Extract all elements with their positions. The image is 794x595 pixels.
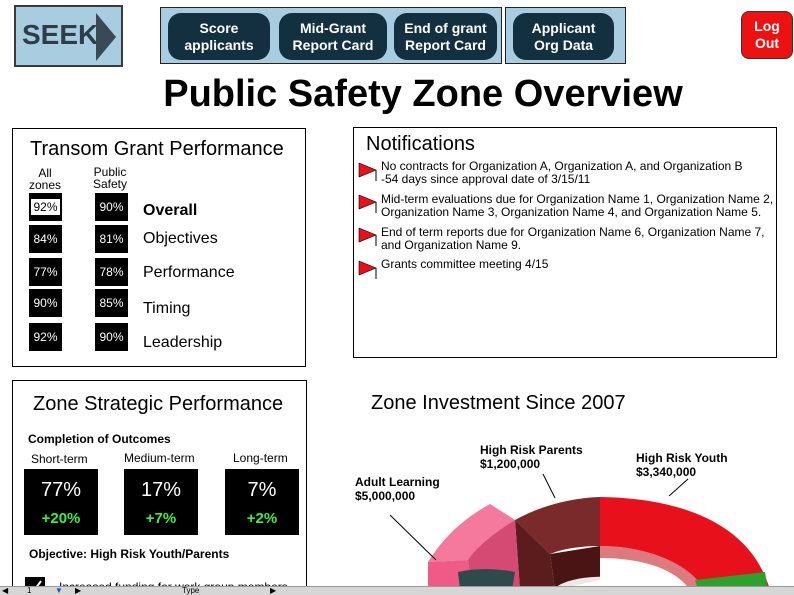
completion-of-outcomes-label: Completion of Outcomes	[28, 432, 171, 446]
page-dropdown-icon[interactable]: ▼	[55, 586, 63, 595]
arrow-right-icon	[96, 13, 116, 61]
long-term-outcome-box: 7% +2%	[225, 469, 299, 535]
term-label-long: Long-term	[233, 451, 288, 465]
row-label-leadership: Leadership	[143, 334, 223, 351]
notification-item: End of term reports due for Organization…	[381, 225, 765, 252]
investment-donut-chart	[428, 497, 770, 590]
public-safety-objectives-score: 81%	[95, 225, 128, 253]
mid-grant-report-card-button[interactable]: Mid-Grant Report Card	[279, 13, 387, 60]
public-safety-leadership-score: 90%	[95, 323, 128, 351]
bottom-toolbar: 1 ◀ ▼ ▶ Type ▶	[0, 586, 794, 595]
all-zones-leadership-score: 92%	[29, 323, 62, 351]
term-label-medium: Medium-term	[124, 451, 195, 465]
column-header-public-safety: Public Safety	[92, 165, 128, 191]
all-zones-overall-score: 92%	[29, 193, 62, 221]
seek-logo[interactable]: SEEK	[14, 5, 123, 67]
pie-label-high-risk-parents: High Risk Parents $1,200,000	[480, 443, 583, 471]
pie-label-adult-learning: Adult Learning $5,000,000	[355, 475, 440, 503]
first-page-icon[interactable]: ◀	[2, 586, 9, 595]
nav-group-reports: Score applicants Mid-Grant Report Card E…	[160, 7, 502, 64]
short-term-value: 77%	[40, 479, 82, 501]
all-zones-performance-score: 77%	[29, 258, 62, 286]
pie-label-high-risk-youth: High Risk Youth $3,340,000	[636, 451, 728, 479]
type-label: Type	[182, 586, 200, 595]
long-term-value: 7%	[247, 479, 277, 501]
transom-grant-performance-panel: Transom Grant Performance All zones Publ…	[12, 128, 306, 367]
flag-icon	[358, 227, 377, 246]
objective-label: Objective: High Risk Youth/Parents	[29, 547, 230, 561]
page-title: Public Safety Zone Overview	[163, 73, 683, 115]
pie-slice-adult-learning	[428, 504, 515, 562]
row-label-performance: Performance	[143, 264, 235, 281]
public-safety-overall-score: 90%	[95, 193, 128, 221]
panel-title: Transom Grant Performance	[30, 138, 284, 160]
column-header-all-zones: All zones	[28, 166, 62, 192]
nav-group-applicant: Applicant Org Data	[505, 7, 626, 64]
public-safety-timing-score: 85%	[95, 289, 128, 317]
short-term-outcome-box: 77% +20%	[24, 469, 98, 535]
pie-slice-high-risk-parents	[515, 497, 600, 554]
panel-title: Notifications	[366, 133, 475, 155]
notification-item: Mid-term evaluations due for Organizatio…	[381, 192, 774, 219]
notification-item: Grants committee meeting 4/15	[381, 257, 549, 271]
row-label-timing: Timing	[143, 300, 191, 317]
zone-strategic-performance-panel: Zone Strategic Performance Completion of…	[12, 380, 307, 595]
all-zones-objectives-score: 84%	[29, 225, 62, 253]
notification-item: No contracts for Organization A, Organiz…	[381, 159, 743, 186]
short-term-delta: +20%	[41, 510, 81, 527]
next-page-icon[interactable]: ▶	[75, 586, 82, 595]
long-term-delta: +2%	[246, 510, 278, 527]
score-applicants-button[interactable]: Score applicants	[168, 13, 270, 60]
row-label-overall: Overall	[143, 202, 198, 219]
public-safety-performance-score: 78%	[95, 258, 128, 286]
flag-icon	[358, 162, 377, 181]
notifications-panel: Notifications No contracts for Organizat…	[353, 127, 777, 358]
logo-text: SEEK	[22, 19, 99, 50]
page-number: 1	[27, 586, 32, 595]
medium-term-value: 17%	[140, 479, 182, 501]
row-label-objectives: Objectives	[143, 230, 218, 247]
pie-slice-high-risk-youth	[600, 497, 770, 590]
investment-chart-title: Zone Investment Since 2007	[371, 392, 626, 414]
medium-term-outcome-box: 17% +7%	[124, 469, 198, 535]
all-zones-timing-score: 90%	[29, 289, 62, 317]
medium-term-delta: +7%	[145, 510, 177, 527]
logout-button[interactable]: Log Out	[741, 11, 793, 59]
panel-title: Zone Strategic Performance	[33, 393, 284, 415]
flag-icon	[358, 194, 377, 213]
term-label-short: Short-term	[31, 452, 88, 466]
applicant-org-data-button[interactable]: Applicant Org Data	[513, 13, 614, 60]
type-arrow-icon[interactable]: ▶	[270, 586, 277, 595]
flag-icon	[358, 260, 377, 279]
end-of-grant-report-card-button[interactable]: End of grant Report Card	[394, 13, 497, 60]
